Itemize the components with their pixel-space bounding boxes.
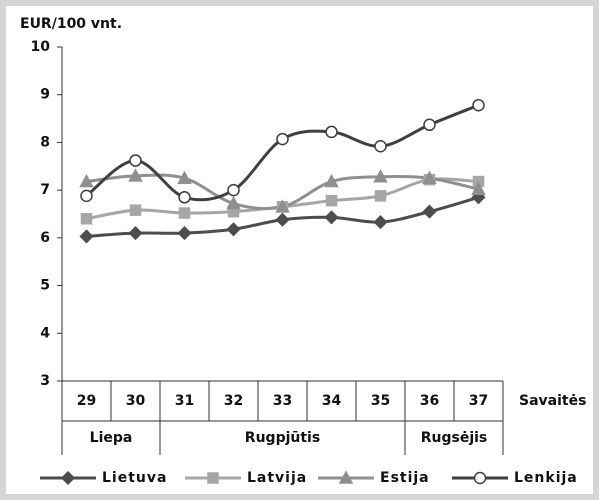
x-tick-label: 31: [175, 393, 194, 409]
y-axis-label: EUR/100 vnt.: [20, 16, 122, 32]
y-tick-label: 10: [31, 39, 51, 55]
y-tick-label: 3: [40, 373, 50, 389]
y-tick-label: 9: [40, 87, 50, 103]
legend-label: Latvija: [247, 470, 307, 486]
y-tick-label: 4: [40, 325, 50, 341]
marker: [79, 173, 94, 188]
marker: [226, 222, 241, 237]
marker: [79, 229, 94, 244]
group-label: Liepa: [90, 430, 133, 446]
legend-marker: [207, 472, 219, 484]
marker: [325, 125, 338, 139]
legend-label: Lietuva: [102, 470, 167, 486]
marker: [374, 190, 387, 202]
marker: [178, 207, 191, 219]
marker: [324, 210, 339, 225]
marker: [80, 189, 93, 203]
legend-marker: [338, 470, 354, 484]
marker: [374, 139, 387, 153]
x-tick-label: 29: [77, 393, 96, 409]
marker: [422, 204, 437, 219]
x-tick-label: 34: [322, 393, 342, 409]
marker: [275, 212, 290, 227]
marker: [80, 213, 93, 225]
marker: [129, 154, 142, 167]
y-tick-label: 8: [40, 134, 50, 150]
marker: [373, 215, 388, 230]
y-tick-label: 6: [40, 230, 50, 246]
marker: [227, 183, 240, 197]
group-label: Rugsėjis: [421, 430, 488, 446]
legend-marker: [60, 470, 76, 486]
x-axis-label: Savaitės: [519, 393, 586, 409]
marker: [128, 168, 143, 182]
legend-label: Lenkija: [514, 470, 578, 486]
x-tick-label: 36: [420, 393, 439, 409]
x-tick-label: 33: [273, 393, 292, 409]
marker: [423, 118, 436, 132]
marker: [129, 204, 142, 216]
marker: [325, 194, 338, 207]
y-tick-label: 7: [40, 182, 50, 198]
marker: [275, 199, 290, 213]
marker: [373, 169, 388, 183]
marker: [471, 181, 486, 195]
marker: [177, 170, 192, 184]
y-tick-label: 5: [40, 278, 50, 294]
x-tick-label: 32: [224, 393, 243, 409]
marker: [128, 226, 143, 241]
marker: [276, 132, 289, 146]
x-tick-label: 30: [126, 393, 146, 409]
marker: [422, 170, 437, 184]
marker: [177, 226, 192, 241]
marker: [472, 98, 485, 112]
marker: [324, 173, 339, 188]
x-tick-label: 35: [371, 393, 390, 409]
marker: [226, 195, 241, 210]
legend-label: Estija: [380, 470, 430, 486]
legend-marker: [473, 471, 487, 485]
group-label: Rugpjūtis: [245, 430, 320, 446]
x-tick-label: 37: [469, 393, 488, 409]
marker: [178, 191, 191, 204]
